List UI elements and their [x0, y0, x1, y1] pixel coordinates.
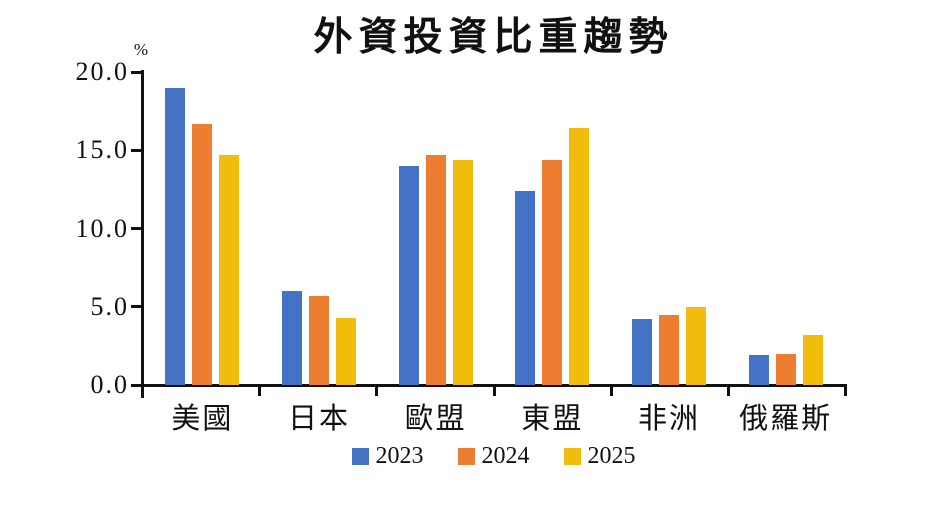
bar-東盟-2024	[542, 159, 563, 385]
legend-item-2024: 2024	[457, 443, 530, 469]
x-category-label-俄羅斯: 俄羅斯	[739, 403, 833, 435]
y-tick-label: 0.0	[90, 370, 129, 399]
x-category-label-歐盟: 歐盟	[404, 403, 467, 435]
bar-非洲-2024	[659, 314, 679, 385]
y-tick-label: 20.0	[75, 57, 129, 86]
bar-非洲-2025	[686, 306, 706, 385]
x-tick-mark	[375, 385, 379, 396]
x-category-label-日本: 日本	[287, 403, 350, 435]
y-axis-unit-label: %	[133, 40, 148, 59]
x-category-label-美國: 美國	[171, 403, 234, 435]
x-tick-mark	[258, 385, 262, 396]
bar-歐盟-2025	[452, 159, 473, 385]
y-axis-line	[141, 70, 144, 398]
x-category-label-非洲: 非洲	[637, 403, 700, 435]
bar-美國-2024	[192, 123, 213, 385]
bar-俄羅斯-2025	[802, 334, 823, 385]
y-tick-mark	[131, 148, 141, 152]
x-category-label-東盟: 東盟	[521, 403, 584, 435]
legend-item-2025: 2025	[563, 443, 636, 469]
bar-美國-2023	[165, 87, 186, 385]
bar-東盟-2025	[569, 128, 590, 385]
bar-俄羅斯-2023	[748, 355, 769, 385]
legend-swatch-2025	[563, 447, 581, 465]
bar-歐盟-2023	[398, 165, 419, 385]
bar-俄羅斯-2024	[775, 353, 796, 385]
legend-label-2024: 2024	[481, 443, 530, 469]
y-tick-mark	[131, 305, 141, 309]
y-tick-label: 10.0	[75, 213, 129, 243]
y-tick-label: 15.0	[75, 135, 129, 165]
y-tick-mark	[131, 227, 141, 230]
x-tick-mark	[141, 385, 144, 396]
legend-label-2025: 2025	[587, 443, 636, 469]
legend: 2023 2024 2025	[143, 444, 844, 468]
bar-歐盟-2024	[425, 154, 446, 385]
y-tick-mark	[131, 70, 141, 74]
x-tick-mark	[726, 385, 730, 396]
y-tick-mark	[131, 383, 141, 387]
legend-swatch-2023	[351, 447, 369, 465]
bar-美國-2025	[219, 154, 240, 385]
x-tick-mark	[844, 385, 847, 396]
bar-日本-2025	[336, 317, 356, 385]
x-tick-mark	[609, 385, 613, 396]
legend-swatch-2024	[457, 447, 475, 465]
bar-非洲-2023	[632, 319, 652, 385]
bar-日本-2023	[282, 291, 302, 385]
bar-東盟-2023	[515, 190, 536, 385]
chart-title: 外資投資比重趨勢	[313, 16, 674, 59]
legend-label-2023: 2023	[375, 443, 424, 469]
bar-日本-2024	[309, 295, 329, 385]
x-tick-mark	[492, 385, 496, 396]
legend-item-2023: 2023	[351, 443, 424, 469]
y-tick-label: 5.0	[90, 291, 129, 321]
